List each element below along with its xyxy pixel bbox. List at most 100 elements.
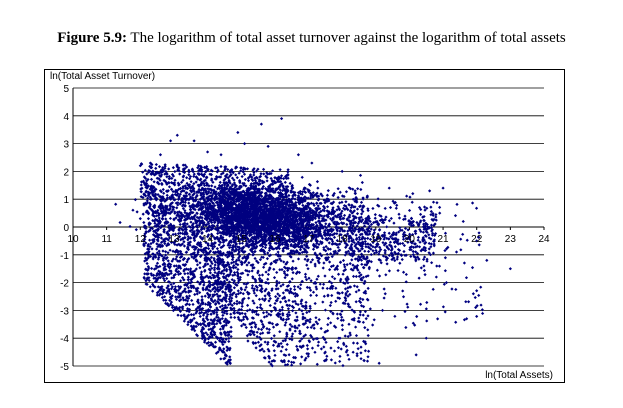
scatter-point — [181, 206, 186, 211]
scatter-point — [307, 276, 311, 280]
scatter-point — [236, 212, 241, 216]
scatter-point — [221, 258, 225, 262]
scatter-point — [241, 229, 245, 233]
scatter-point — [300, 304, 305, 308]
scatter-point — [294, 302, 298, 306]
scatter-point — [290, 363, 294, 367]
scatter-point — [303, 229, 307, 233]
scatter-point — [261, 201, 265, 205]
scatter-point — [346, 294, 350, 298]
scatter-point — [302, 247, 306, 251]
scatter-point — [303, 195, 307, 199]
scatter-point — [332, 191, 336, 196]
scatter-point — [329, 358, 334, 362]
scatter-point — [292, 230, 296, 234]
scatter-point — [272, 305, 276, 310]
scatter-point — [155, 271, 159, 276]
scatter-point — [338, 229, 342, 233]
scatter-point — [155, 247, 159, 251]
scatter-point — [241, 271, 245, 275]
scatter-point — [268, 196, 272, 201]
scatter-point — [333, 267, 337, 272]
scatter-point — [298, 189, 302, 194]
scatter-point — [291, 232, 295, 237]
scatter-point — [214, 279, 219, 284]
scatter-point — [302, 226, 306, 230]
scatter-point — [186, 271, 190, 276]
scatter-point — [347, 215, 351, 219]
scatter-point — [252, 310, 257, 314]
scatter-point — [276, 221, 280, 225]
scatter-point — [278, 203, 282, 208]
scatter-point — [267, 356, 272, 360]
scatter-point — [290, 200, 294, 204]
scatter-point — [263, 210, 267, 214]
scatter-point — [254, 259, 259, 263]
scatter-point — [223, 224, 227, 228]
scatter-point — [295, 249, 299, 253]
scatter-point — [278, 300, 283, 304]
scatter-point — [249, 223, 253, 227]
scatter-point — [330, 293, 334, 298]
scatter-point — [226, 243, 230, 247]
scatter-point — [344, 298, 348, 303]
scatter-point — [307, 209, 311, 213]
scatter-point — [286, 284, 291, 288]
scatter-point — [258, 224, 262, 229]
scatter-point — [306, 347, 310, 351]
scatter-point — [187, 201, 191, 205]
scatter-point — [276, 235, 280, 239]
scatter-point — [313, 212, 317, 216]
scatter-point — [174, 201, 178, 205]
scatter-point — [209, 226, 214, 230]
scatter-point — [240, 246, 244, 250]
scatter-point — [277, 342, 281, 346]
scatter-point — [187, 294, 192, 298]
scatter-point — [287, 204, 292, 208]
scatter-point — [284, 321, 288, 325]
scatter-point — [353, 189, 357, 193]
scatter-point — [327, 199, 331, 203]
scatter-point — [202, 334, 206, 338]
scatter-point — [289, 255, 293, 259]
scatter-point — [287, 298, 291, 302]
scatter-point — [168, 195, 172, 200]
scatter-point — [283, 337, 288, 341]
scatter-point — [318, 221, 322, 226]
scatter-point — [206, 233, 211, 237]
scatter-point — [198, 220, 203, 225]
scatter-point — [315, 362, 319, 366]
scatter-point — [333, 214, 337, 218]
scatter-point — [229, 306, 233, 310]
scatter-point — [307, 309, 311, 314]
scatter-point — [260, 286, 264, 291]
scatter-point — [239, 248, 244, 253]
scatter-point — [205, 211, 209, 216]
scatter-point — [312, 194, 316, 198]
scatter-point — [231, 265, 235, 269]
scatter-point — [232, 249, 236, 253]
scatter-point — [271, 212, 275, 216]
scatter-point — [204, 324, 208, 328]
scatter-point — [363, 340, 367, 344]
scatter-point — [373, 213, 377, 217]
scatter-point — [236, 276, 240, 281]
scatter-point — [276, 314, 280, 318]
scatter-point — [246, 303, 250, 307]
scatter-point — [185, 314, 190, 318]
scatter-point — [131, 208, 135, 212]
scatter-point — [114, 202, 118, 206]
scatter-point — [241, 292, 245, 296]
scatter-point — [335, 251, 339, 255]
scatter-point — [290, 186, 294, 191]
scatter-point — [261, 331, 265, 335]
scatter-point — [229, 240, 233, 244]
scatter-point — [335, 267, 339, 271]
scatter-point — [305, 218, 309, 222]
scatter-point — [286, 207, 290, 211]
scatter-point — [118, 220, 122, 225]
scatter-point — [282, 227, 286, 231]
scatter-point — [280, 212, 285, 217]
scatter-point — [281, 249, 285, 253]
scatter-point — [347, 227, 351, 231]
